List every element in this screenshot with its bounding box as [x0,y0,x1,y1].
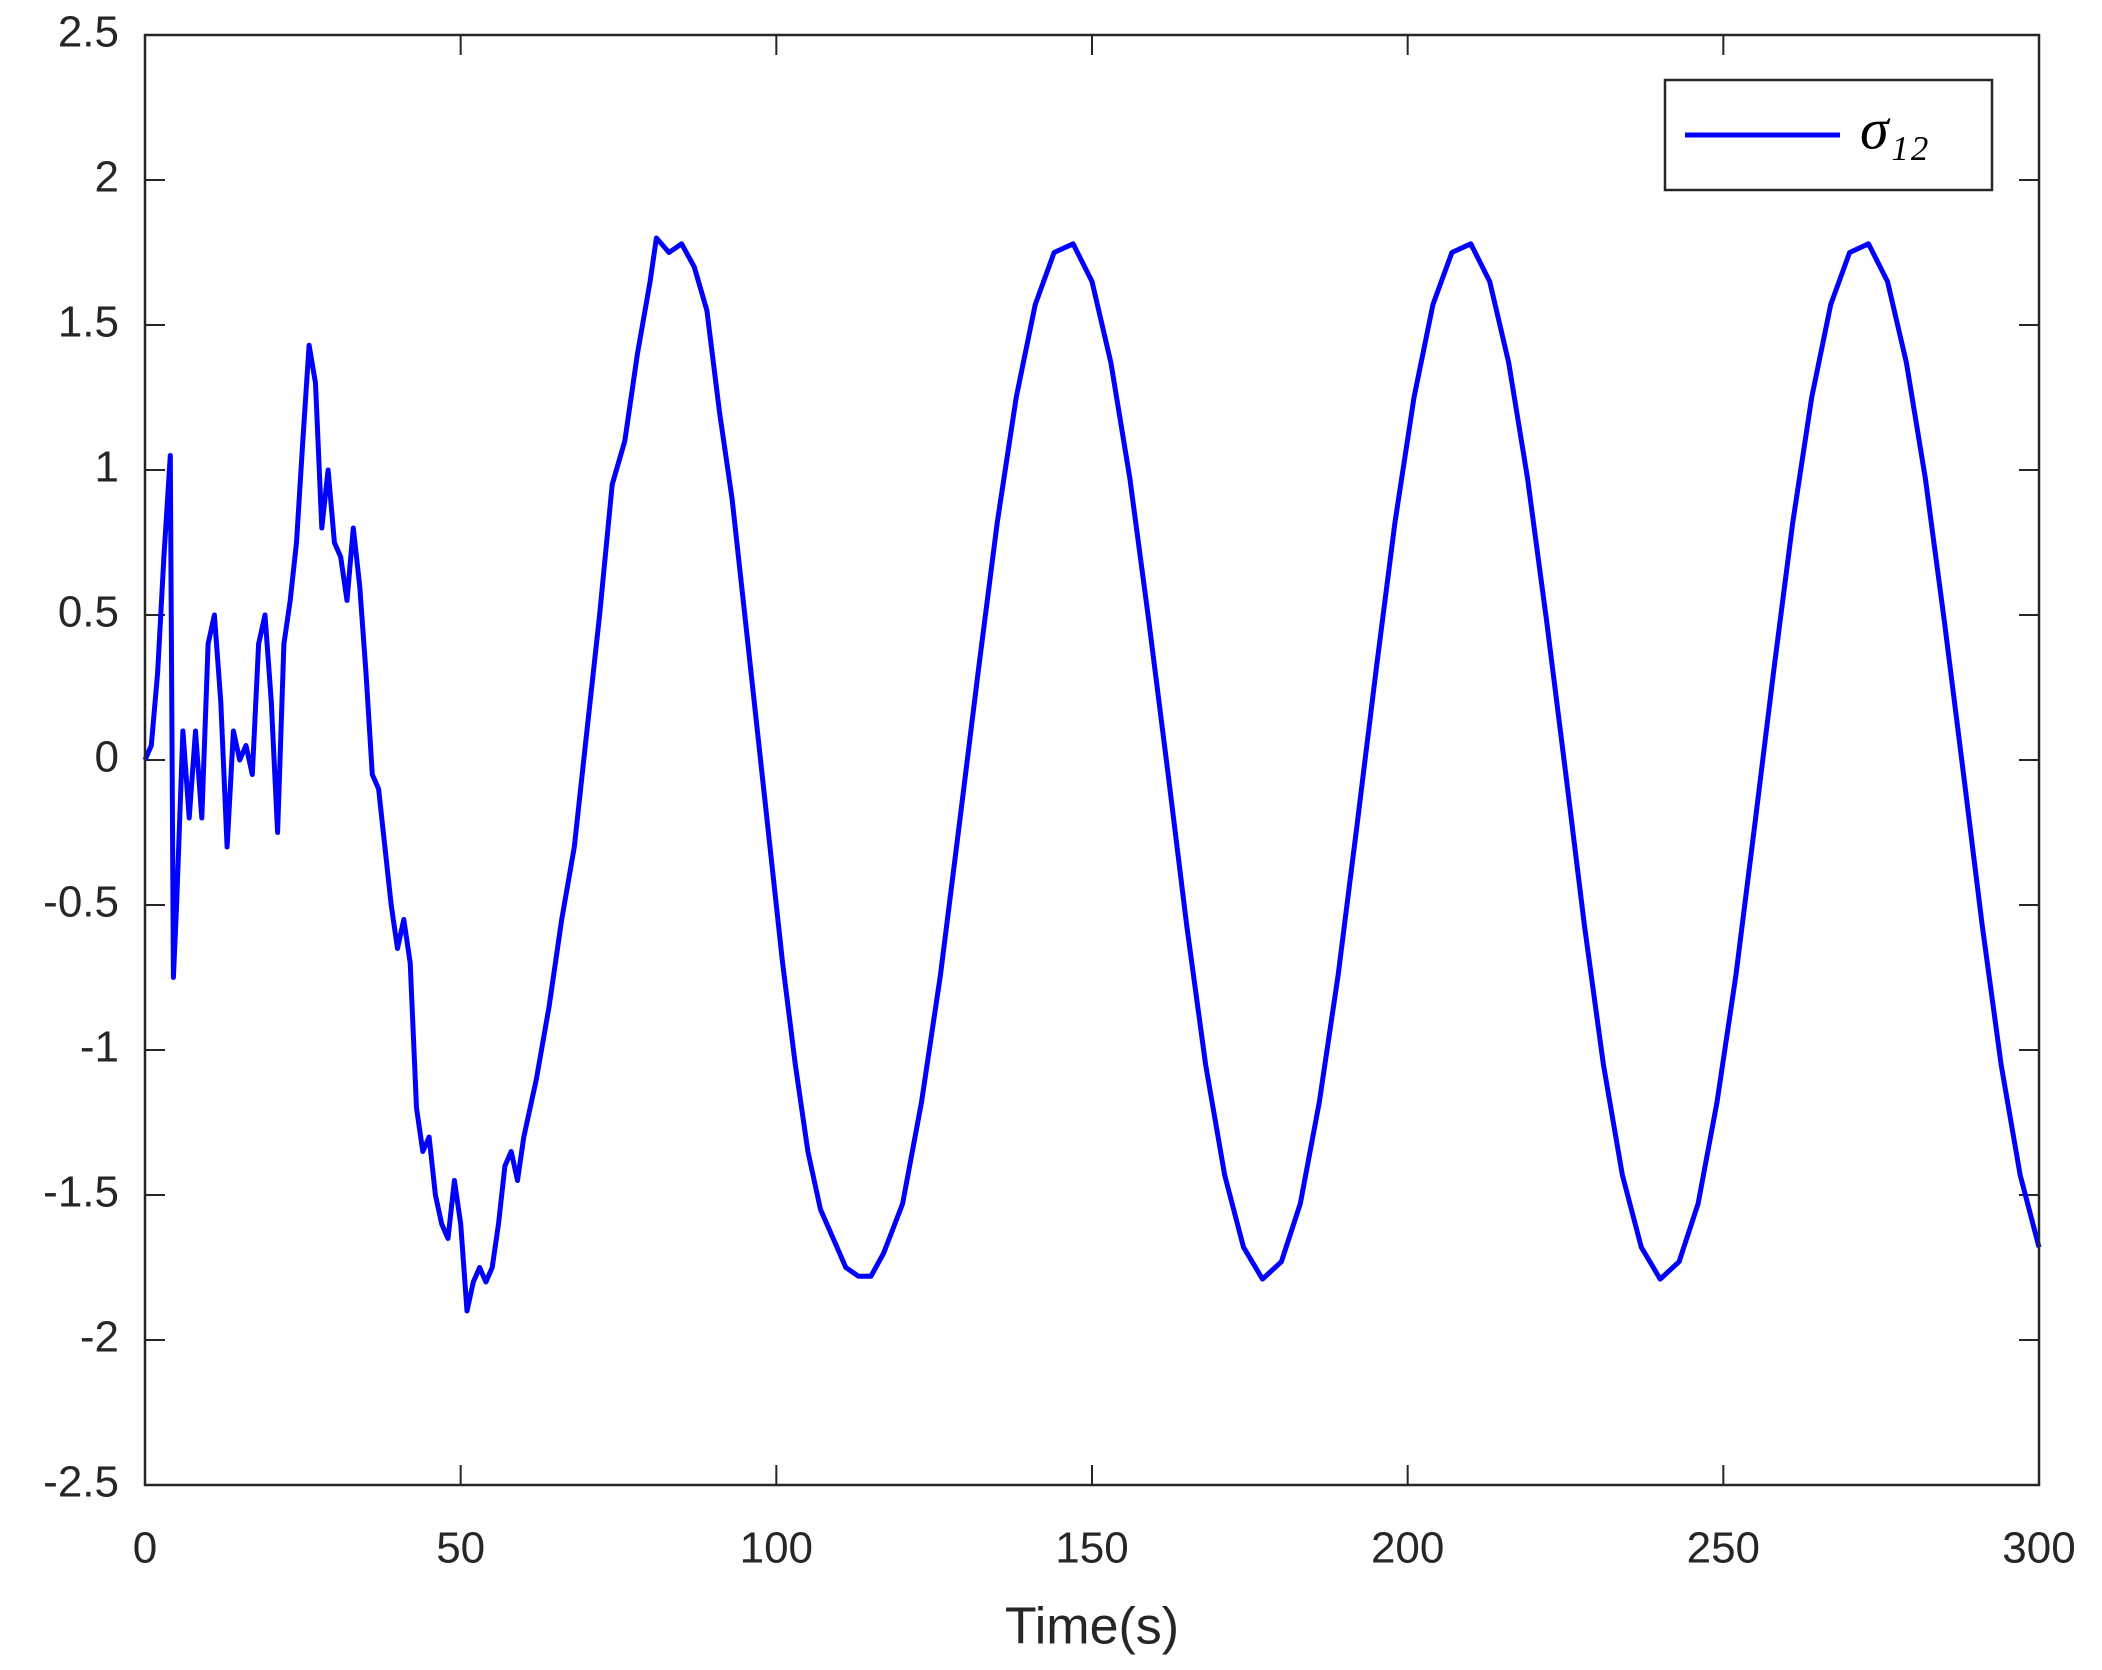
y-tick-label: 1 [95,443,119,492]
x-tick-label: 250 [1687,1524,1760,1573]
y-tick-label: -0.5 [43,878,119,927]
plot-frame [143,33,2041,1487]
legend-label: σ₁₂ [1860,96,1929,161]
y-tick-label: 2 [95,153,119,202]
y-tick-label: 0 [95,733,119,782]
data-line [142,235,2042,1314]
y-tick-label: -1 [80,1023,119,1072]
y-tick-label: 0.5 [58,588,119,637]
x-tick-label: 300 [2002,1524,2075,1573]
plot-area [145,35,2039,1485]
x-tick-label: 50 [436,1524,485,1573]
y-tick-label: -2.5 [43,1458,119,1507]
x-axis-label: Time(s) [1005,1598,1179,1656]
x-tick-label: 100 [740,1524,813,1573]
x-tick-label: 200 [1371,1524,1444,1573]
y-tick-label: -2 [80,1313,119,1362]
x-tick-label: 150 [1055,1524,1128,1573]
y-tick-label: -1.5 [43,1168,119,1217]
y-tick-label: 2.5 [58,8,119,57]
y-tick-label: 1.5 [58,298,119,347]
x-tick-label: 0 [133,1524,157,1573]
